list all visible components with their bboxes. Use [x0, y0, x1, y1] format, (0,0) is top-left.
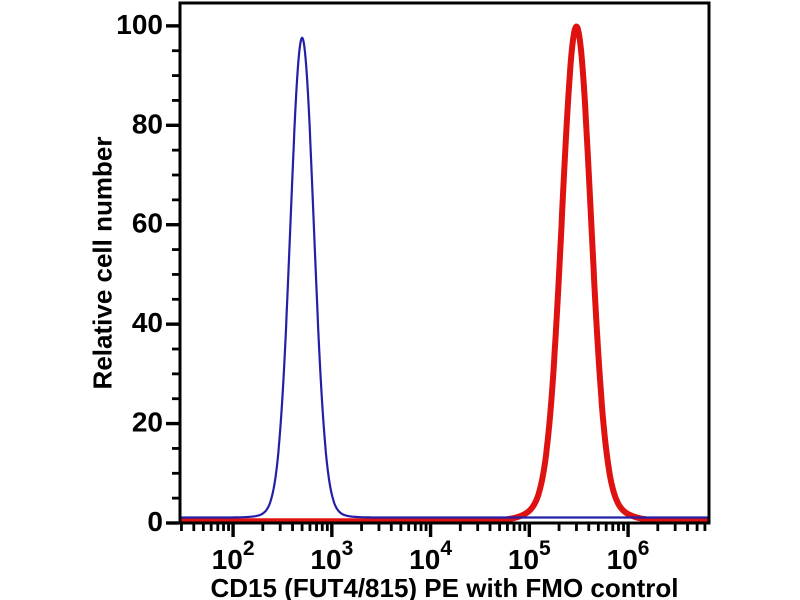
x-axis-title: CD15 (FUT4/815) PE with FMO control [210, 573, 679, 600]
x-tick-label: 102 [212, 537, 255, 575]
plot-frame [178, 1, 711, 525]
y-tick-label: 40 [132, 307, 163, 338]
x-tick-label: 103 [310, 537, 353, 575]
y-tick-label: 60 [132, 208, 163, 239]
x-tick-label: 105 [508, 537, 551, 575]
y-tick-label: 80 [132, 108, 163, 139]
x-tick-label: 104 [409, 537, 452, 575]
x-tick-label: 106 [607, 537, 650, 575]
y-tick-label: 20 [132, 407, 163, 438]
y-tick-label: 100 [116, 9, 163, 40]
curve-cd15-fut4-815-pe [177, 23, 711, 525]
curve-fmo-control [179, 36, 710, 519]
y-tick-label: 0 [147, 506, 163, 537]
y-axis-title: Relative cell number [87, 136, 118, 390]
